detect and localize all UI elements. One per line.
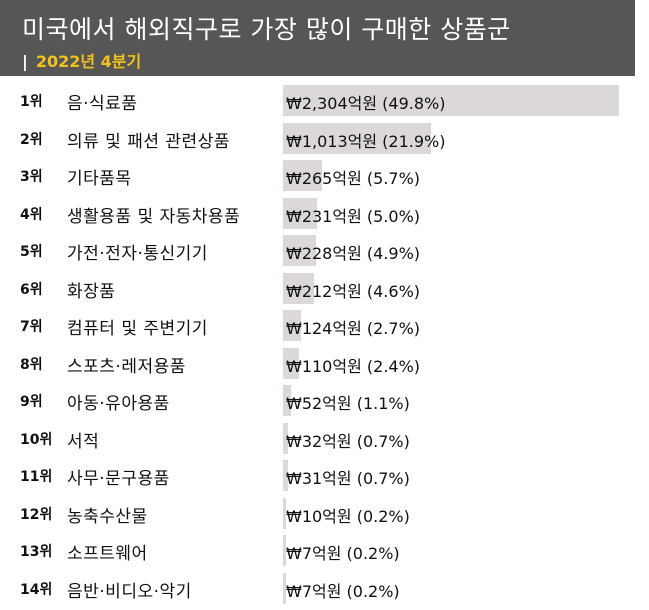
value-label: ₩7억원 (0.2%) [286,581,400,601]
category-label: 생활용품 및 자동차용품 [67,206,241,227]
rank-label: 4위 [20,206,43,223]
rank-label: 13위 [20,544,53,560]
category-label: 소프트웨어 [67,544,148,564]
rank-label: 8위 [20,356,43,373]
value-bar [283,197,317,229]
value-label: ₩231억원 (5.0%) [286,206,421,226]
value-bar [283,572,286,604]
value-bar [283,347,300,379]
rank-label: 2위 [20,131,43,148]
value-label: ₩265억원 (5.7%) [286,169,421,188]
value-label: ₩10억원 (0.2%) [286,506,410,526]
bar-row: 1위 음·식료품 ₩2,304억원 (49.8%) [0,82,649,120]
bar-row: 4위 생활용품 및 자동차용품 ₩231억원 (5.0%) [0,195,649,233]
bar-row: 6위 화장품 ₩212억원 (4.6%) [0,270,649,308]
category-label: 아동·유아용품 [67,394,170,414]
category-label: 의류 및 패션 관련상품 [67,131,230,152]
value-bar [283,535,286,566]
value-label: ₩2,304억원 (49.8%) [286,94,446,113]
rank-label: 1위 [20,94,43,110]
chart-subtitle: | 2022년 4분기 [22,48,141,72]
bar-row: 11위 사무·문구용품 ₩31억원 (0.7%) [0,457,649,495]
chart-header: 미국에서 해외직구로 가장 많이 구매한 상품군 | 2022년 4분기 [0,0,635,76]
bar-row: 9위 아동·유아용품 ₩52억원 (1.1%) [0,382,649,420]
bar-row: 8위 스포츠·레저용품 ₩110억원 (2.4%) [0,345,649,383]
rank-label: 10위 [20,431,53,448]
category-label: 사무·문구용품 [67,469,170,489]
value-label: ₩1,013억원 (21.9%) [286,131,446,151]
subtitle-separator: | [22,52,28,71]
rank-label: 5위 [20,244,43,260]
value-bar [283,85,619,116]
rank-label: 3위 [20,169,43,185]
rank-label: 14위 [20,581,53,598]
category-label: 서적 [67,431,100,452]
value-label: ₩7억원 (0.2%) [286,544,400,563]
value-label: ₩212억원 (4.6%) [286,281,421,301]
rank-label: 12위 [20,506,53,523]
category-label: 음·식료품 [67,94,138,114]
category-label: 가전·전자·통신기기 [67,244,208,264]
bar-row: 2위 의류 및 패션 관련상품 ₩1,013억원 (21.9%) [0,120,649,158]
bar-row: 3위 기타품목 ₩265억원 (5.7%) [0,157,649,195]
value-label: ₩228억원 (4.9%) [286,244,421,263]
bar-row: 5위 가전·전자·통신기기 ₩228억원 (4.9%) [0,232,649,270]
bar-row: 10위 서적 ₩32억원 (0.7%) [0,420,649,458]
category-label: 음반·비디오·악기 [67,581,192,602]
category-label: 기타품목 [67,169,132,189]
value-label: ₩110억원 (2.4%) [286,356,421,376]
value-bar [283,460,288,491]
value-label: ₩124억원 (2.7%) [286,319,421,338]
rank-label: 7위 [20,319,43,335]
value-bar [283,497,286,529]
subtitle-period: 2022년 4분기 [35,52,142,71]
value-bar [283,422,288,454]
bar-row: 7위 컴퓨터 및 주변기기 ₩124억원 (2.7%) [0,307,649,345]
value-bar [283,122,431,154]
category-label: 농축수산물 [67,506,148,527]
chart-title: 미국에서 해외직구로 가장 많이 구매한 상품군 [22,15,511,44]
bar-row: 13위 소프트웨어 ₩7억원 (0.2%) [0,532,649,570]
category-label: 컴퓨터 및 주변기기 [67,319,208,339]
rank-label: 9위 [20,394,43,410]
value-bar [283,310,302,341]
value-bar [283,385,291,416]
category-label: 화장품 [67,281,116,302]
value-label: ₩31억원 (0.7%) [286,469,410,488]
rank-label: 6위 [20,281,43,298]
value-bar [283,235,317,266]
value-label: ₩52억원 (1.1%) [286,394,410,413]
value-bar [283,160,322,191]
category-label: 스포츠·레저용품 [67,356,186,377]
rank-label: 11위 [20,469,53,485]
bar-row: 12위 농축수산물 ₩10억원 (0.2%) [0,495,649,533]
value-label: ₩32억원 (0.7%) [286,431,410,451]
value-bar [283,272,314,304]
bar-row: 14위 음반·비디오·악기 ₩7억원 (0.2%) [0,570,649,608]
